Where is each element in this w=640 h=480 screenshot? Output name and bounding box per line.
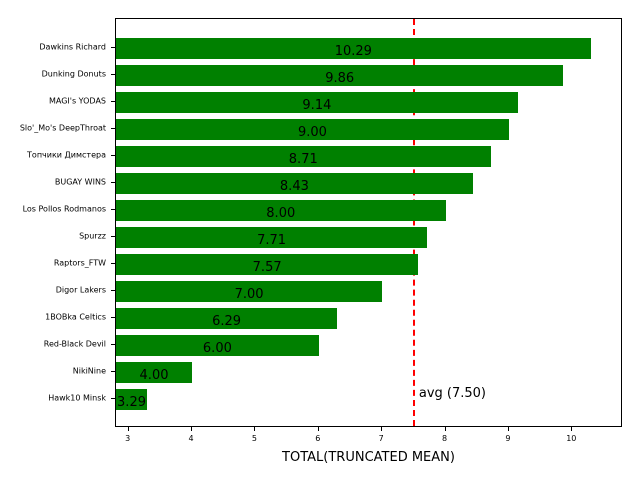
bar <box>116 172 473 194</box>
bar <box>116 307 338 329</box>
bar-value-label: 8.00 <box>266 206 296 221</box>
y-tick <box>111 182 115 183</box>
y-tick <box>111 371 115 372</box>
y-tick-label: MAGI's YODAS <box>48 96 106 106</box>
x-tick <box>444 427 446 431</box>
average-label: avg (7.50) <box>418 386 486 401</box>
y-tick <box>111 236 115 237</box>
x-tick-label: 10 <box>566 434 577 443</box>
y-tick <box>111 344 115 345</box>
bar <box>116 388 148 410</box>
bar-value-label: 7.57 <box>252 260 282 275</box>
bar-value-label: 8.71 <box>288 152 318 167</box>
y-tick <box>111 290 115 291</box>
bar <box>116 280 383 302</box>
y-tick-label: Топчики Димстера <box>27 150 106 160</box>
y-tick-label: Dawkins Richard <box>39 42 106 52</box>
bar <box>116 334 319 356</box>
x-tick-label: 5 <box>251 434 257 443</box>
y-tick-label: Digor Lakers <box>55 285 106 295</box>
x-tick <box>507 427 509 431</box>
bar <box>116 199 446 221</box>
bar <box>116 361 193 383</box>
x-tick-label: 9 <box>505 434 511 443</box>
bar-value-label: 9.86 <box>325 71 355 86</box>
y-tick <box>111 128 115 129</box>
y-tick <box>111 101 115 102</box>
y-tick <box>111 398 115 399</box>
bar-value-label: 7.71 <box>257 233 287 248</box>
y-tick <box>111 74 115 75</box>
y-tick-label: Raptors_FTW <box>53 258 106 268</box>
y-tick-label: Spurzz <box>79 231 106 241</box>
y-tick-label: Dunking Donuts <box>41 69 106 79</box>
x-tick <box>381 427 383 431</box>
bar-value-label: 9.00 <box>297 125 327 140</box>
bar <box>116 91 518 113</box>
bar <box>116 118 509 140</box>
bar-value-label: 3.29 <box>117 395 146 410</box>
y-tick <box>111 317 115 318</box>
x-tick <box>191 427 193 431</box>
bar-value-label: 6.29 <box>212 314 242 329</box>
x-tick-label: 3 <box>125 434 131 443</box>
y-tick <box>111 263 115 264</box>
y-tick <box>111 47 115 48</box>
y-tick <box>111 209 115 210</box>
bar <box>116 37 591 59</box>
plot-area: avg (7.50) 10.29 9.86 9.14 9.00 8.71 8.43 8.00… <box>115 18 622 427</box>
bar-value-label: 8.43 <box>279 179 309 194</box>
x-tick <box>254 427 256 431</box>
y-tick-label: BUGAY WINS <box>54 177 106 187</box>
bar-value-label: 7.00 <box>234 287 264 302</box>
x-tick-label: 7 <box>378 434 384 443</box>
y-tick-label: 1BOBka Celtics <box>45 312 106 322</box>
y-tick-label: Hawk10 Minsk <box>48 393 106 403</box>
y-tick-label: NikiNine <box>72 366 106 376</box>
x-tick <box>127 427 129 431</box>
bar <box>116 64 564 86</box>
x-tick <box>571 427 573 431</box>
average-line <box>412 19 415 426</box>
x-tick-label: 4 <box>188 434 194 443</box>
x-tick-label: 6 <box>315 434 321 443</box>
bar-value-label: 10.29 <box>334 44 372 59</box>
x-tick <box>317 427 319 431</box>
y-tick-label: Red-Black Devil <box>43 339 106 349</box>
bar <box>116 226 428 248</box>
bar-value-label: 4.00 <box>139 368 169 383</box>
x-axis-label: TOTAL(TRUNCATED MEAN) <box>282 450 455 465</box>
bar-value-label: 9.14 <box>302 98 332 113</box>
y-tick-label: Los Pollos Rodmanos <box>22 204 106 214</box>
y-tick <box>111 155 115 156</box>
bar <box>116 253 419 275</box>
x-tick-label: 8 <box>442 434 448 443</box>
y-tick-label: Slo'_Mo's DeepThroat <box>19 123 106 133</box>
bar-value-label: 6.00 <box>202 341 232 356</box>
bar <box>116 145 491 167</box>
